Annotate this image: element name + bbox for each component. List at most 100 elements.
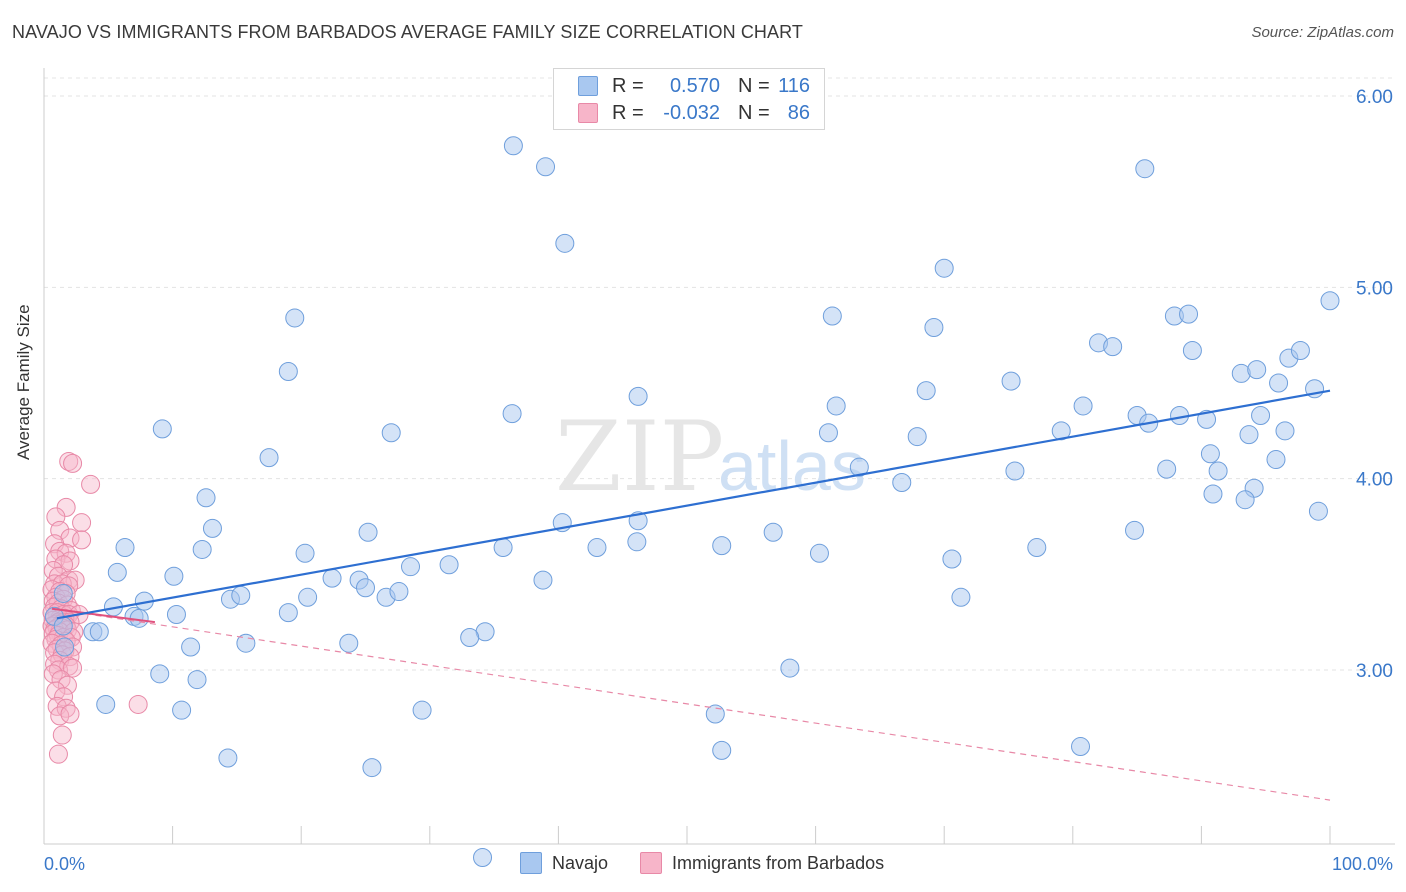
y-axis-label: Average Family Size xyxy=(14,304,33,460)
data-point-navajo xyxy=(187,670,207,690)
source-label: Source: ZipAtlas.com xyxy=(1251,24,1394,41)
data-point-navajo xyxy=(389,582,409,602)
legend-r-value: -0.032 xyxy=(663,101,720,124)
data-point-navajo xyxy=(1157,459,1177,479)
axes xyxy=(43,68,1395,845)
data-point-navajo xyxy=(1251,406,1271,426)
data-point-navajo xyxy=(1200,444,1220,464)
data-point-navajo xyxy=(1266,450,1286,470)
data-point-navajo xyxy=(763,522,783,542)
data-point-navajo xyxy=(412,700,432,720)
gridlines xyxy=(44,77,1395,671)
data-point-navajo xyxy=(1071,737,1091,757)
legend-swatch-barbados xyxy=(640,852,663,874)
data-point-navajo xyxy=(358,522,378,542)
data-point-navajo xyxy=(780,658,800,678)
data-point-navajo xyxy=(53,616,73,636)
x-tick-label-max: 100.0% xyxy=(1332,854,1393,874)
data-point-navajo xyxy=(924,318,944,338)
data-point-navajo xyxy=(339,633,359,653)
data-point-navajo xyxy=(166,605,186,625)
data-point-navajo xyxy=(818,423,838,443)
data-point-navajo xyxy=(298,587,318,607)
data-point-navajo xyxy=(849,457,869,477)
data-point-navajo xyxy=(892,472,912,492)
data-point-navajo xyxy=(934,258,954,278)
data-point-navajo xyxy=(1182,340,1202,360)
data-point-barbados xyxy=(54,555,74,575)
data-point-navajo xyxy=(1005,461,1025,481)
data-point-navajo xyxy=(460,627,480,647)
data-point-navajo xyxy=(826,396,846,416)
chart-title: NAVAJO VS IMMIGRANTS FROM BARBADOS AVERA… xyxy=(12,22,803,42)
data-point-navajo xyxy=(1203,484,1223,504)
data-point-navajo xyxy=(627,532,647,552)
y-tick-label: 5.00 xyxy=(1356,278,1393,299)
legend-swatch-navajo xyxy=(578,76,598,96)
data-point-navajo xyxy=(172,700,192,720)
data-point-navajo xyxy=(53,583,73,603)
data-point-barbados xyxy=(56,497,76,517)
tick-labels: 3.00 4.00 5.00 6.00 0.0% 100.0% xyxy=(44,87,1393,874)
legend-swatch-navajo xyxy=(520,852,542,874)
y-tick-label: 4.00 xyxy=(1356,470,1393,491)
data-point-navajo xyxy=(712,740,732,760)
legend-r-label: R = xyxy=(612,101,644,124)
legend-row-barbados: R = -0.032 N = 86 xyxy=(554,100,810,126)
data-point-navajo xyxy=(285,308,305,328)
watermark-zip: ZIP xyxy=(555,401,724,513)
data-point-navajo xyxy=(89,622,109,642)
correlation-legend: R = 0.570 N = 116 R = -0.032 N = 86 xyxy=(553,68,825,130)
data-point-navajo xyxy=(362,758,382,778)
data-point-navajo xyxy=(1179,304,1199,324)
y-tick-label: 3.00 xyxy=(1356,661,1393,682)
trend-line-barbados-solid xyxy=(51,607,156,624)
data-point-navajo xyxy=(1275,421,1295,441)
data-point-navajo xyxy=(218,748,238,768)
data-point-navajo xyxy=(951,587,971,607)
data-point-navajo xyxy=(1073,396,1093,416)
data-point-barbados xyxy=(46,681,66,701)
data-point-navajo xyxy=(1027,538,1047,558)
data-point-navajo xyxy=(381,423,401,443)
data-point-navajo xyxy=(231,585,251,605)
data-point-navajo xyxy=(295,543,315,563)
y-tick-label: 6.00 xyxy=(1356,87,1393,108)
watermark-atlas: atlas xyxy=(718,427,866,505)
data-point-navajo xyxy=(150,664,170,684)
data-point-navajo xyxy=(1320,291,1340,311)
legend-row-navajo: R = 0.570 N = 116 xyxy=(554,73,810,99)
legend-n-label: N = xyxy=(738,101,770,124)
data-point-navajo xyxy=(1269,373,1289,393)
data-point-navajo xyxy=(1001,371,1021,391)
data-point-navajo xyxy=(181,637,201,657)
data-point-navajo xyxy=(473,848,493,868)
data-point-navajo xyxy=(705,704,725,724)
data-point-navajo xyxy=(115,538,135,558)
legend-label-barbados: Immigrants from Barbados xyxy=(672,852,885,873)
data-point-navajo xyxy=(493,538,513,558)
data-point-barbados xyxy=(54,687,74,707)
legend-n-value: 116 xyxy=(778,74,810,97)
data-point-navajo xyxy=(628,386,648,406)
data-point-barbados xyxy=(56,698,76,718)
data-point-barbados xyxy=(72,530,92,550)
data-point-navajo xyxy=(1197,409,1217,429)
trend-line-navajo xyxy=(56,389,1331,620)
data-point-barbados xyxy=(63,453,83,473)
data-point-barbados xyxy=(63,658,83,678)
data-point-barbados xyxy=(81,474,101,494)
data-point-navajo xyxy=(533,570,553,590)
legend-label-navajo: Navajo xyxy=(552,852,609,873)
data-point-navajo xyxy=(907,427,927,447)
legend-n-value: 86 xyxy=(787,101,810,124)
data-point-navajo xyxy=(1239,425,1259,445)
data-point-navajo xyxy=(107,562,127,582)
data-point-navajo xyxy=(152,419,172,439)
data-point-navajo xyxy=(259,448,279,468)
data-point-navajo xyxy=(55,637,75,657)
data-point-navajo xyxy=(1247,360,1267,380)
data-point-navajo xyxy=(712,536,732,556)
data-point-navajo xyxy=(916,381,936,401)
